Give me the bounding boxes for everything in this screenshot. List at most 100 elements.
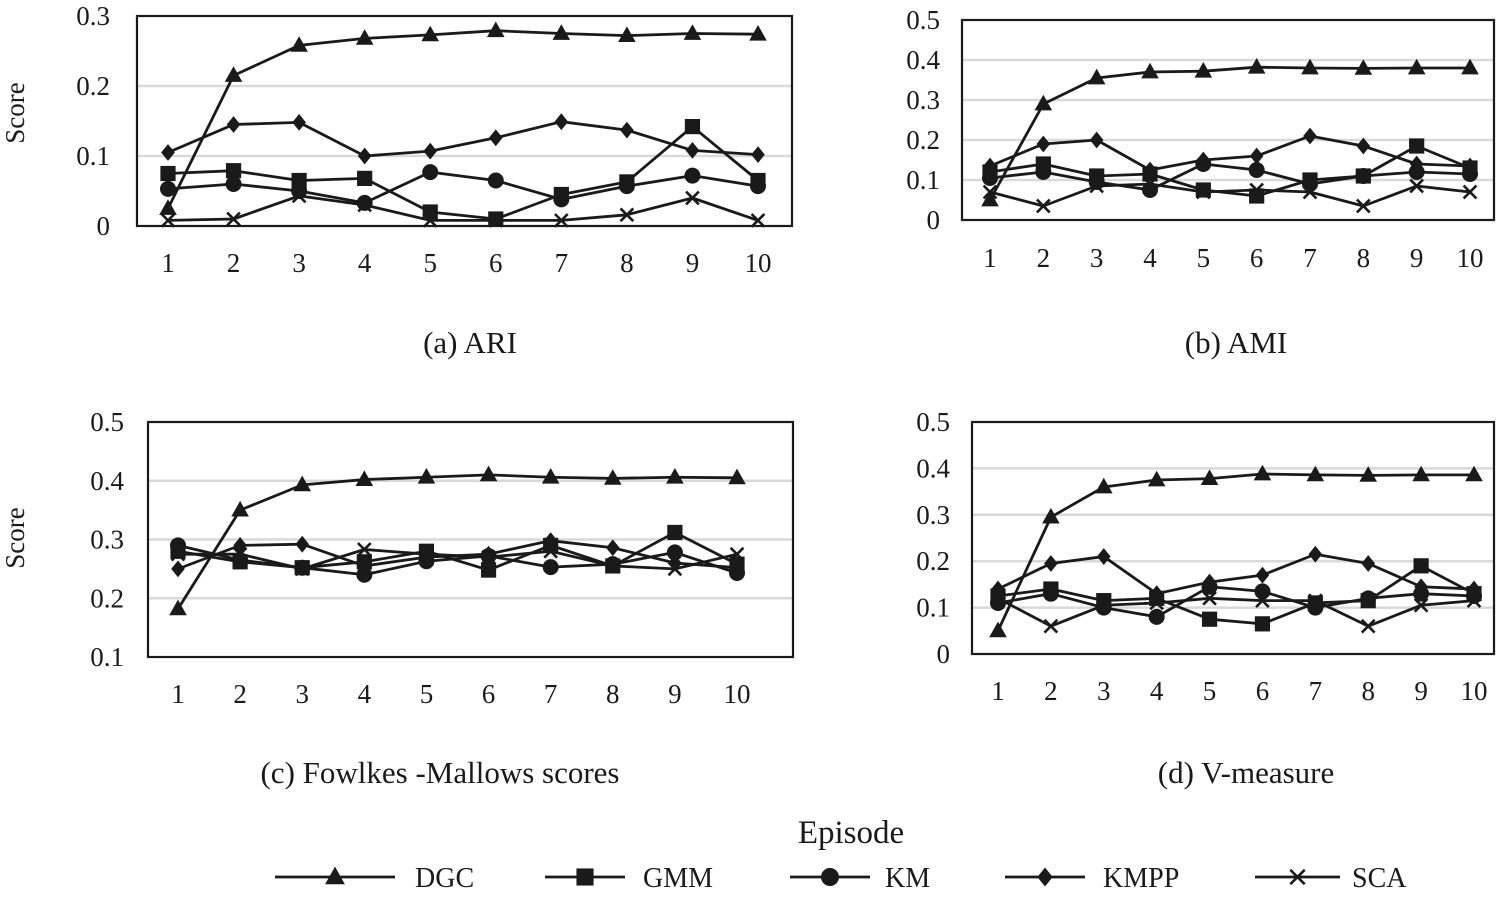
data-point-kmpp [1467,580,1481,598]
y-tick-label: 0.1 [76,141,110,171]
legend-marker-kmpp [1037,867,1053,887]
data-point-kmpp [419,548,434,566]
data-point-sca [1096,597,1112,613]
data-point-dgc [989,621,1007,638]
legend-item-gmm: GMM [545,863,713,894]
data-point-kmpp [1202,573,1217,591]
x-tick-label: 6 [1256,676,1270,706]
data-point-sca [481,549,496,565]
series-line-km [177,544,738,577]
legend-item-km: KM [790,863,930,894]
data-point-km [1035,164,1052,180]
data-point-sca [1249,182,1264,198]
x-tick-label: 9 [1410,243,1424,273]
data-point-sca [1202,591,1217,606]
data-point-dgc [417,468,436,484]
legend-marker-sca [1289,868,1306,886]
data-point-sca [1043,618,1059,634]
x-tick-label: 5 [423,248,437,278]
data-point-kmpp [730,559,744,577]
chart-panel-1: 0 0.1 0.2 0.3 1 2 3 4 5 6 7 8 9 10 Score (a) ARI [0,1,794,360]
x-tick-label: 4 [358,679,372,709]
data-point-kmpp [1036,135,1051,153]
data-point-gmm [1254,616,1271,632]
x-tick-label: 1 [161,248,175,278]
x-tick-label: 6 [489,248,503,278]
series-kmpp [161,113,765,165]
x-axis-title: Episode [798,815,904,851]
series-line-km [997,585,1475,619]
legend-label: KM [885,863,930,894]
data-point-km [982,170,998,186]
legend-label: KMPP [1103,863,1179,894]
y-axis-title: Score [0,82,30,143]
series-dgc [989,464,1483,638]
data-point-kmpp [1089,131,1104,149]
data-point-sca [619,207,635,223]
series-gmm [160,119,766,227]
series-line-kmpp [997,552,1475,596]
data-point-sca [1255,593,1270,608]
legend-item-sca: SCA [1255,863,1407,894]
data-point-dgc [666,468,684,484]
data-point-km [684,167,701,184]
data-point-dgc [355,29,374,45]
y-axis-title: Score [0,507,30,568]
data-point-dgc [1200,469,1219,486]
x-tick-label: 1 [991,676,1005,706]
data-point-dgc [618,26,636,42]
data-point-sca [1089,178,1104,194]
x-tick-label: 8 [1361,676,1375,706]
series-line-dgc [996,472,1474,632]
legend-item-dgc: DGC [275,863,474,894]
series-line-gmm [167,125,759,221]
chart-caption: (c) Fowlkes -Mallows scores [260,755,619,790]
data-point-km [225,176,242,192]
series-sca [160,188,766,228]
y-tick-label: 0.5 [90,407,124,437]
data-point-sca [357,197,372,213]
data-point-gmm [1413,558,1429,574]
series-line-gmm [997,564,1475,626]
series-line-kmpp [989,134,1471,172]
data-point-km [487,172,504,189]
chart-caption: (d) V-measure [1158,755,1334,790]
series-kmpp [983,127,1477,179]
data-point-sca [605,558,621,574]
data-point-sca [1308,593,1323,608]
x-tick-label: 2 [227,248,241,278]
y-tick-label: 0.2 [90,583,124,613]
data-point-sca [419,546,434,562]
series-line-km [989,162,1471,192]
data-point-kmpp [1414,578,1428,596]
x-tick-label: 2 [1044,676,1058,706]
data-point-dgc [1407,58,1426,75]
x-tick-label: 9 [668,679,682,709]
data-point-dgc [479,465,498,482]
series-line-km [167,170,759,205]
data-point-km [422,164,439,181]
data-point-sca [1466,593,1482,608]
x-tick-label: 3 [1097,676,1111,706]
x-tick-label: 7 [555,248,569,278]
data-point-sca [750,213,766,228]
data-point-sca [1036,198,1051,214]
data-point-sca [729,546,745,562]
data-point-sca [1360,618,1376,634]
x-tick-label: 5 [1203,676,1217,706]
series-gmm [170,524,745,578]
data-point-dgc [159,199,177,215]
series-dgc [159,21,767,215]
x-tick-label: 10 [1461,676,1488,706]
data-point-sca [543,543,558,559]
data-point-sca [1409,178,1424,194]
legend-label: GMM [643,863,713,894]
data-point-dgc [1087,68,1106,85]
data-point-kmpp [1308,545,1323,563]
legend-label: DGC [415,863,474,894]
data-point-kmpp [1361,555,1376,572]
x-tick-label: 8 [606,679,620,709]
data-point-dgc [552,24,571,40]
data-point-sca [232,546,248,562]
